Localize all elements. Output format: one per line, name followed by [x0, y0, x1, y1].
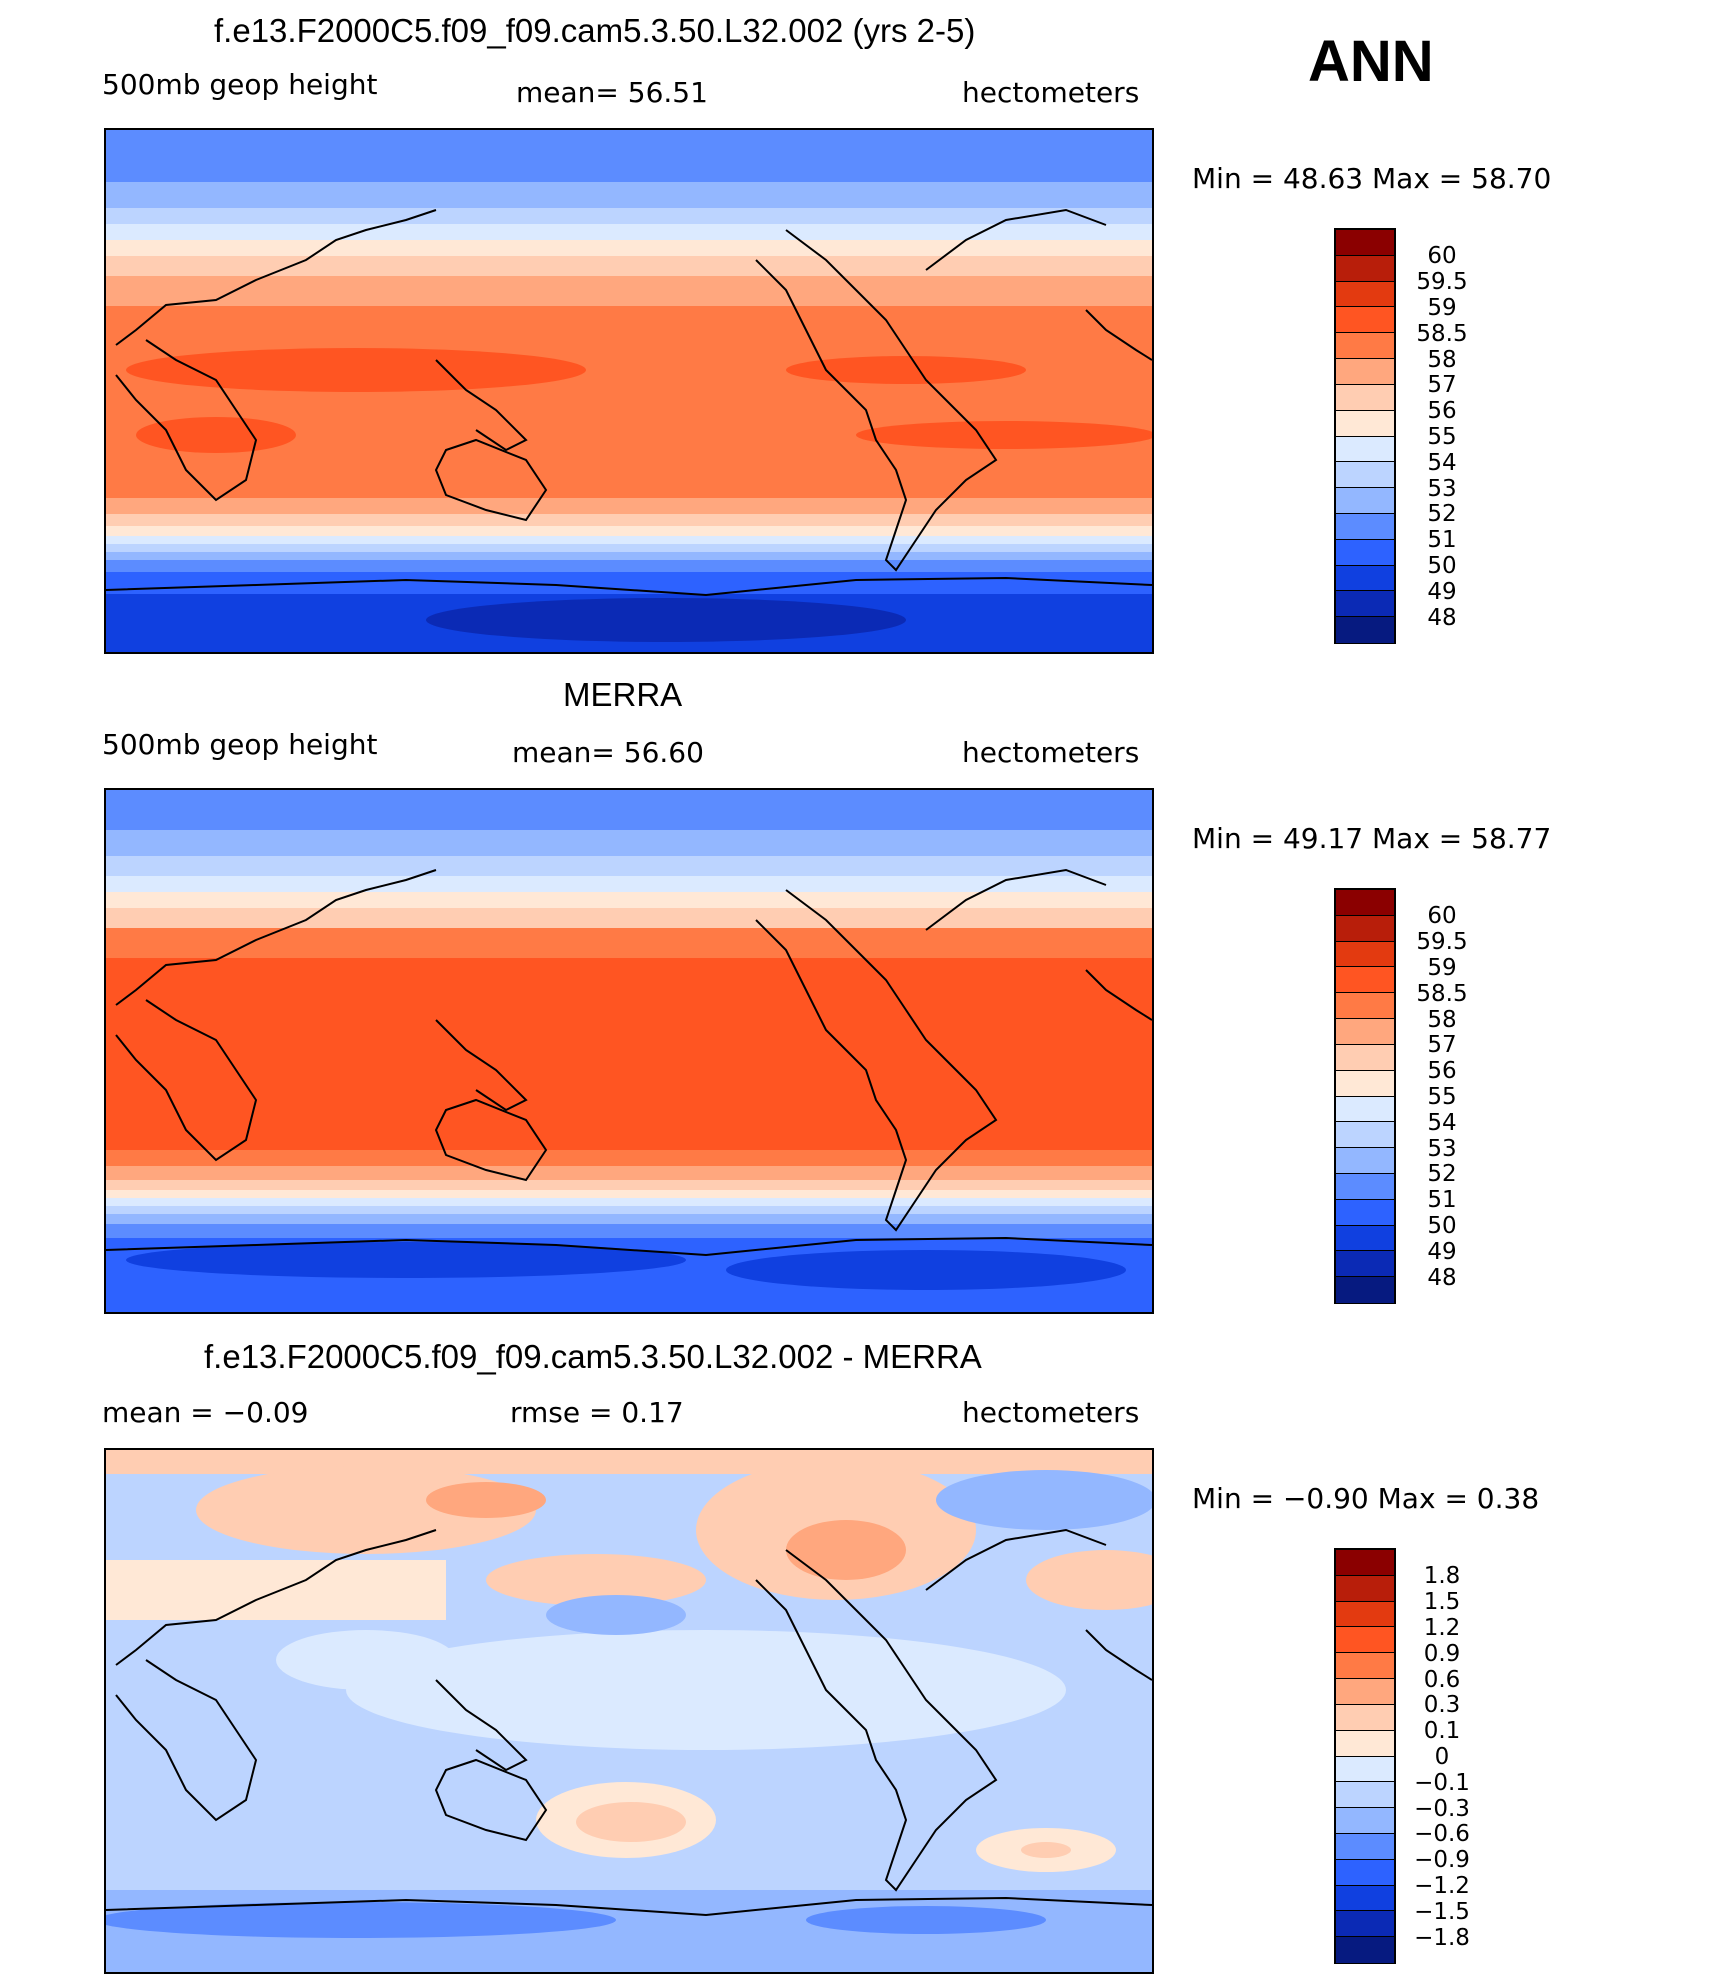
colorbar-tick: 54: [1427, 1110, 1457, 1136]
colorbar-tick: 1.5: [1423, 1589, 1461, 1615]
panel-3-left-label: mean = −0.09: [102, 1396, 309, 1429]
panel-1-colorbar: [1334, 228, 1396, 644]
panel-2-field: [106, 790, 1152, 1312]
colorbar-tick: 58.5: [1416, 321, 1468, 347]
panel-2-map: [104, 788, 1154, 1314]
panel-2-right-label: hectometers: [962, 736, 1140, 769]
colorbar-tick: 48: [1427, 1265, 1457, 1291]
colorbar-tick: 54: [1427, 450, 1457, 476]
panel-3-map: [104, 1448, 1154, 1974]
colorbar-tick: 60: [1427, 903, 1457, 929]
panel-1-min-max: Min = 48.63 Max = 58.70: [1192, 162, 1552, 195]
colorbar-tick: 57: [1427, 372, 1457, 398]
panel-1-left-label: 500mb geop height: [102, 68, 378, 101]
panel-2-center-label: mean= 56.60: [512, 736, 704, 769]
colorbar-tick: 50: [1427, 553, 1457, 579]
colorbar-tick: −0.6: [1414, 1821, 1470, 1847]
colorbar-tick: −1.2: [1414, 1873, 1470, 1899]
colorbar-tick: 56: [1427, 398, 1457, 424]
panel-3-title: f.e13.F2000C5.f09_f09.cam5.3.50.L32.002 …: [204, 1338, 982, 1375]
colorbar-tick: 52: [1427, 501, 1457, 527]
panel-2-min-max: Min = 49.17 Max = 58.77: [1192, 822, 1552, 855]
colorbar-tick: 1.2: [1423, 1615, 1461, 1641]
colorbar-tick: 1.8: [1423, 1563, 1461, 1589]
colorbar-tick: 49: [1427, 1239, 1457, 1265]
colorbar-tick: 58: [1427, 347, 1457, 373]
panel-1-right-label: hectometers: [962, 76, 1140, 109]
colorbar-tick: −1.5: [1414, 1899, 1470, 1925]
colorbar-tick: 57: [1427, 1032, 1457, 1058]
panel-1-field: [106, 130, 1152, 652]
colorbar-tick: 51: [1427, 1187, 1457, 1213]
colorbar-tick: −0.1: [1414, 1770, 1470, 1796]
colorbar-tick: 56: [1427, 1058, 1457, 1084]
panel-1-title: f.e13.F2000C5.f09_f09.cam5.3.50.L32.002 …: [214, 12, 976, 49]
panel-3-right-label: hectometers: [962, 1396, 1140, 1429]
colorbar-tick: 52: [1427, 1161, 1457, 1187]
colorbar-tick: 55: [1427, 424, 1457, 450]
colorbar-tick: 58.5: [1416, 981, 1468, 1007]
colorbar-tick: 59: [1427, 295, 1457, 321]
panel-2-colorbar: [1334, 888, 1396, 1304]
colorbar-tick: 53: [1427, 476, 1457, 502]
colorbar-tick: −0.9: [1414, 1847, 1470, 1873]
colorbar-tick: 0.6: [1423, 1667, 1461, 1693]
colorbar-tick: 0.3: [1423, 1692, 1461, 1718]
colorbar-tick: 59.5: [1416, 269, 1468, 295]
panel-3-center-label: rmse = 0.17: [510, 1396, 684, 1429]
colorbar-tick: 49: [1427, 579, 1457, 605]
season-label: ANN: [1308, 29, 1434, 94]
colorbar-tick: −0.3: [1414, 1796, 1470, 1822]
colorbar-tick: 0.1: [1423, 1718, 1461, 1744]
panel-1-center-label: mean= 56.51: [516, 76, 708, 109]
panel-2-left-label: 500mb geop height: [102, 728, 378, 761]
colorbar-tick: 58: [1427, 1007, 1457, 1033]
colorbar-tick: 0: [1434, 1744, 1450, 1770]
colorbar-tick: 53: [1427, 1136, 1457, 1162]
panel-3-field: [106, 1450, 1152, 1972]
colorbar-tick: 55: [1427, 1084, 1457, 1110]
colorbar-tick: −1.8: [1414, 1925, 1470, 1951]
colorbar-tick: 51: [1427, 527, 1457, 553]
colorbar-tick: 50: [1427, 1213, 1457, 1239]
panel-3-colorbar: [1334, 1548, 1396, 1964]
colorbar-tick: 0.9: [1423, 1641, 1461, 1667]
panel-1-map: [104, 128, 1154, 654]
colorbar-tick: 59: [1427, 955, 1457, 981]
panel-3-min-max: Min = −0.90 Max = 0.38: [1192, 1482, 1540, 1515]
colorbar-tick: 60: [1427, 243, 1457, 269]
colorbar-tick: 59.5: [1416, 929, 1468, 955]
panel-2-title: MERRA: [563, 676, 683, 713]
colorbar-tick: 48: [1427, 605, 1457, 631]
